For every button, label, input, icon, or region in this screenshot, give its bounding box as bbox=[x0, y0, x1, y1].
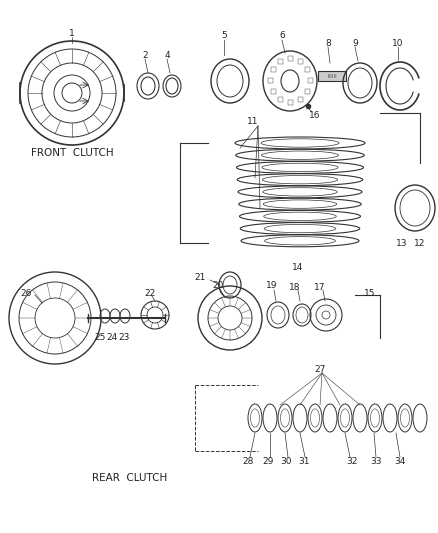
Text: 10: 10 bbox=[392, 38, 404, 47]
Text: 19: 19 bbox=[266, 281, 278, 290]
Bar bbox=[278, 97, 283, 102]
Bar bbox=[271, 89, 276, 94]
Text: 27: 27 bbox=[314, 365, 326, 374]
Text: REAR  CLUTCH: REAR CLUTCH bbox=[92, 473, 168, 483]
Text: 18: 18 bbox=[289, 282, 301, 292]
Text: 9: 9 bbox=[352, 38, 358, 47]
Text: 28: 28 bbox=[242, 456, 254, 465]
Bar bbox=[308, 78, 313, 83]
Bar bbox=[298, 97, 303, 102]
Text: 24: 24 bbox=[106, 333, 118, 342]
Text: 26: 26 bbox=[20, 288, 32, 297]
Text: 23: 23 bbox=[118, 333, 130, 342]
Text: FRONT  CLUTCH: FRONT CLUTCH bbox=[31, 148, 113, 158]
Bar bbox=[271, 67, 276, 72]
Bar bbox=[318, 71, 346, 81]
Text: 2: 2 bbox=[142, 51, 148, 60]
Text: 30: 30 bbox=[280, 456, 292, 465]
Text: 31: 31 bbox=[298, 456, 310, 465]
Text: 29: 29 bbox=[262, 456, 274, 465]
Text: IIIIII: IIIIII bbox=[327, 74, 337, 78]
Text: 4: 4 bbox=[164, 51, 170, 60]
Text: 6: 6 bbox=[279, 31, 285, 41]
Text: 25: 25 bbox=[94, 333, 106, 342]
Bar bbox=[278, 59, 283, 64]
Bar bbox=[288, 100, 293, 105]
Text: 11: 11 bbox=[247, 117, 259, 125]
Bar bbox=[305, 89, 310, 94]
Text: 5: 5 bbox=[221, 31, 227, 41]
Text: 16: 16 bbox=[309, 110, 321, 119]
Text: 8: 8 bbox=[325, 38, 331, 47]
Bar bbox=[298, 59, 303, 64]
Bar bbox=[288, 56, 293, 61]
Text: 32: 32 bbox=[346, 456, 358, 465]
Text: 17: 17 bbox=[314, 282, 326, 292]
Text: 22: 22 bbox=[145, 288, 155, 297]
Text: 14: 14 bbox=[292, 263, 304, 272]
Text: 12: 12 bbox=[414, 238, 426, 247]
Text: 13: 13 bbox=[396, 238, 408, 247]
Text: 34: 34 bbox=[394, 456, 406, 465]
Text: 20: 20 bbox=[212, 280, 224, 289]
Bar bbox=[305, 67, 310, 72]
Text: 33: 33 bbox=[370, 456, 382, 465]
Text: 1: 1 bbox=[69, 28, 75, 37]
Text: 15: 15 bbox=[364, 288, 376, 297]
Text: 21: 21 bbox=[194, 273, 206, 282]
Bar bbox=[268, 78, 273, 83]
